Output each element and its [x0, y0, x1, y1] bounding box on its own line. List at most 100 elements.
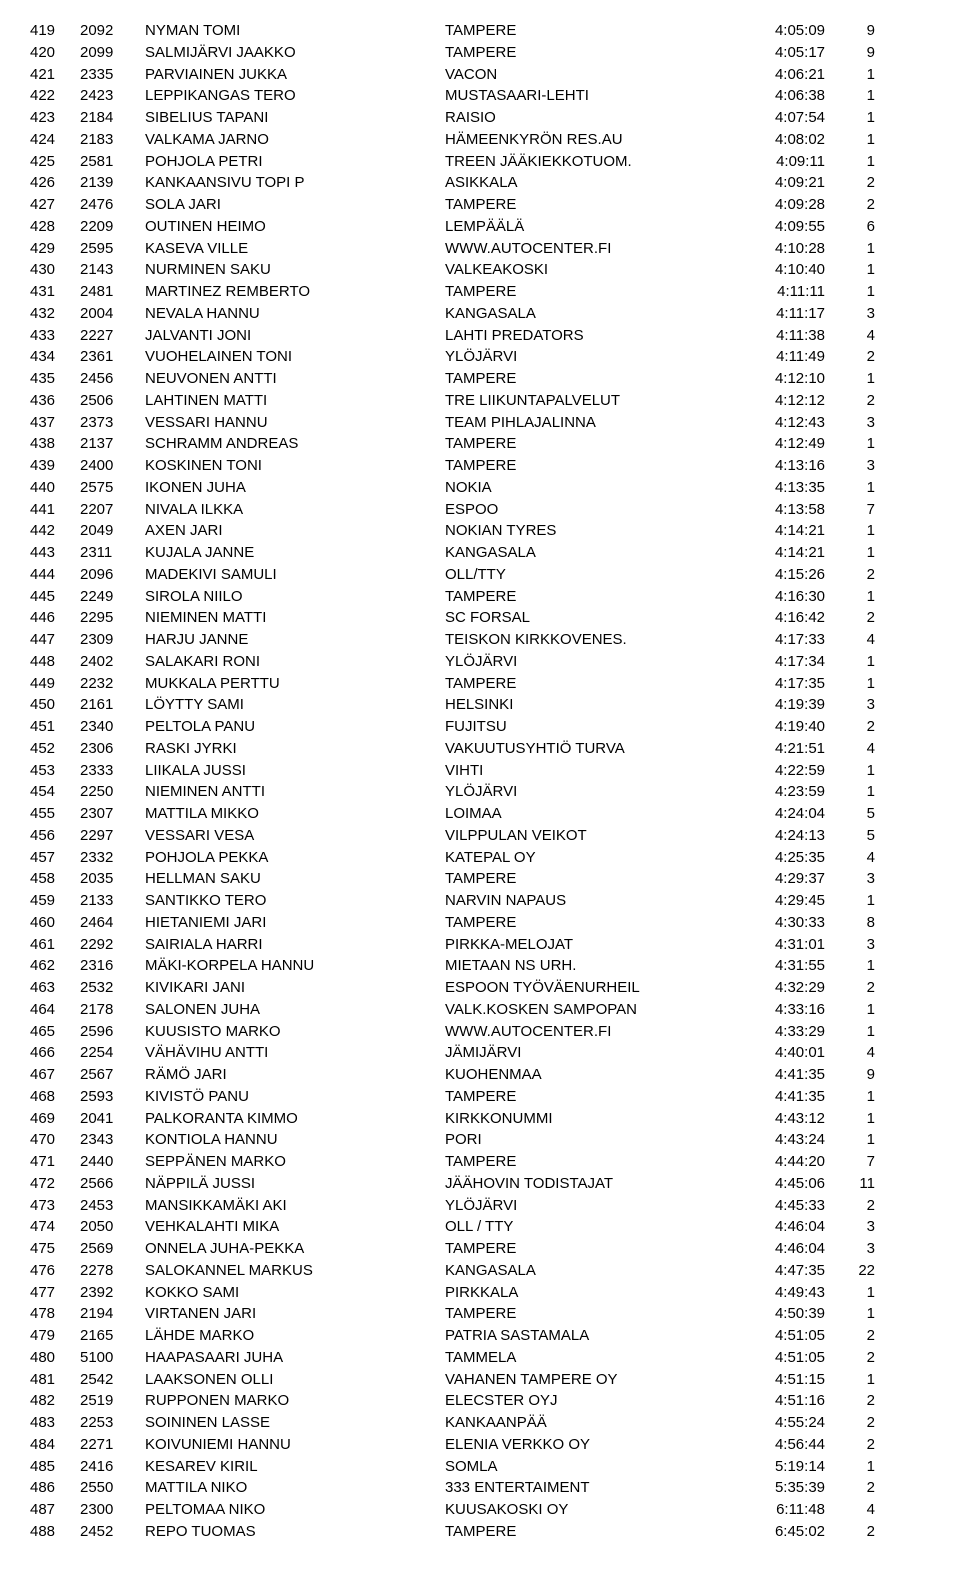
club-cell: VAHANEN TAMPERE OY [445, 1369, 735, 1391]
time-cell: 4:07:54 [735, 107, 825, 129]
time-cell: 4:13:58 [735, 499, 825, 521]
bib-cell: 2416 [80, 1456, 145, 1478]
bib-cell: 5100 [80, 1347, 145, 1369]
table-row: 4352456NEUVONEN ANTTITAMPERE4:12:101 [30, 368, 930, 390]
name-cell: MANSIKKAMÄKI AKI [145, 1195, 445, 1217]
time-cell: 4:51:16 [735, 1390, 825, 1412]
time-cell: 4:19:40 [735, 716, 825, 738]
table-row: 4732453MANSIKKAMÄKI AKIYLÖJÄRVI4:45:332 [30, 1195, 930, 1217]
name-cell: RUPPONEN MARKO [145, 1390, 445, 1412]
laps-cell: 2 [825, 390, 875, 412]
table-row: 4272476SOLA JARITAMPERE4:09:282 [30, 194, 930, 216]
bib-cell: 2139 [80, 172, 145, 194]
bib-cell: 2035 [80, 868, 145, 890]
bib-cell: 2575 [80, 477, 145, 499]
club-cell: VIHTI [445, 760, 735, 782]
club-cell: TAMMELA [445, 1347, 735, 1369]
rank-cell: 442 [30, 520, 80, 542]
name-cell: NEUVONEN ANTTI [145, 368, 445, 390]
bib-cell: 2581 [80, 151, 145, 173]
name-cell: NYMAN TOMI [145, 20, 445, 42]
time-cell: 6:45:02 [735, 1521, 825, 1543]
bib-cell: 2254 [80, 1042, 145, 1064]
laps-cell: 1 [825, 259, 875, 281]
club-cell: TEISKON KIRKKOVENES. [445, 629, 735, 651]
time-cell: 4:06:21 [735, 64, 825, 86]
club-cell: NOKIAN TYRES [445, 520, 735, 542]
rank-cell: 428 [30, 216, 80, 238]
club-cell: NARVIN NAPAUS [445, 890, 735, 912]
rank-cell: 447 [30, 629, 80, 651]
rank-cell: 434 [30, 346, 80, 368]
table-row: 4762278SALOKANNEL MARKUSKANGASALA4:47:35… [30, 1260, 930, 1282]
time-cell: 4:24:13 [735, 825, 825, 847]
rank-cell: 474 [30, 1216, 80, 1238]
club-cell: TAMPERE [445, 912, 735, 934]
club-cell: MIETAAN NS URH. [445, 955, 735, 977]
laps-cell: 9 [825, 1064, 875, 1086]
laps-cell: 2 [825, 1195, 875, 1217]
laps-cell: 1 [825, 542, 875, 564]
rank-cell: 475 [30, 1238, 80, 1260]
rank-cell: 462 [30, 955, 80, 977]
name-cell: MARTINEZ REMBERTO [145, 281, 445, 303]
rank-cell: 448 [30, 651, 80, 673]
rank-cell: 446 [30, 607, 80, 629]
time-cell: 4:13:35 [735, 477, 825, 499]
rank-cell: 435 [30, 368, 80, 390]
laps-cell: 1 [825, 673, 875, 695]
name-cell: VUOHELAINEN TONI [145, 346, 445, 368]
bib-cell: 2004 [80, 303, 145, 325]
laps-cell: 4 [825, 325, 875, 347]
bib-cell: 2340 [80, 716, 145, 738]
table-row: 4482402SALAKARI RONIYLÖJÄRVI4:17:341 [30, 651, 930, 673]
club-cell: TAMPERE [445, 281, 735, 303]
rank-cell: 471 [30, 1151, 80, 1173]
rank-cell: 456 [30, 825, 80, 847]
table-row: 4562297VESSARI VESAVILPPULAN VEIKOT4:24:… [30, 825, 930, 847]
bib-cell: 2309 [80, 629, 145, 651]
time-cell: 4:31:55 [735, 955, 825, 977]
name-cell: SALONEN JUHA [145, 999, 445, 1021]
club-cell: TAMPERE [445, 42, 735, 64]
rank-cell: 460 [30, 912, 80, 934]
laps-cell: 9 [825, 20, 875, 42]
laps-cell: 9 [825, 42, 875, 64]
club-cell: TAMPERE [445, 868, 735, 890]
laps-cell: 11 [825, 1173, 875, 1195]
bib-cell: 2550 [80, 1477, 145, 1499]
time-cell: 4:49:43 [735, 1282, 825, 1304]
rank-cell: 440 [30, 477, 80, 499]
table-row: 4772392KOKKO SAMIPIRKKALA4:49:431 [30, 1282, 930, 1304]
laps-cell: 5 [825, 803, 875, 825]
rank-cell: 438 [30, 433, 80, 455]
name-cell: KOIVUNIEMI HANNU [145, 1434, 445, 1456]
rank-cell: 464 [30, 999, 80, 1021]
rank-cell: 449 [30, 673, 80, 695]
laps-cell: 6 [825, 216, 875, 238]
name-cell: OUTINEN HEIMO [145, 216, 445, 238]
name-cell: LAAKSONEN OLLI [145, 1369, 445, 1391]
rank-cell: 487 [30, 1499, 80, 1521]
time-cell: 4:41:35 [735, 1086, 825, 1108]
rank-cell: 445 [30, 586, 80, 608]
laps-cell: 4 [825, 847, 875, 869]
rank-cell: 420 [30, 42, 80, 64]
rank-cell: 459 [30, 890, 80, 912]
time-cell: 4:24:04 [735, 803, 825, 825]
bib-cell: 2566 [80, 1173, 145, 1195]
bib-cell: 2133 [80, 890, 145, 912]
table-row: 4552307MATTILA MIKKOLOIMAA4:24:045 [30, 803, 930, 825]
laps-cell: 1 [825, 129, 875, 151]
table-row: 4492232MUKKALA PERTTUTAMPERE4:17:351 [30, 673, 930, 695]
name-cell: SCHRAMM ANDREAS [145, 433, 445, 455]
time-cell: 4:11:49 [735, 346, 825, 368]
name-cell: PELTOMAA NIKO [145, 1499, 445, 1521]
club-cell: YLÖJÄRVI [445, 346, 735, 368]
name-cell: SIROLA NIILO [145, 586, 445, 608]
rank-cell: 477 [30, 1282, 80, 1304]
rank-cell: 481 [30, 1369, 80, 1391]
club-cell: 333 ENTERTAIMENT [445, 1477, 735, 1499]
club-cell: TAMPERE [445, 1303, 735, 1325]
club-cell: HÄMEENKYRÖN RES.AU [445, 129, 735, 151]
